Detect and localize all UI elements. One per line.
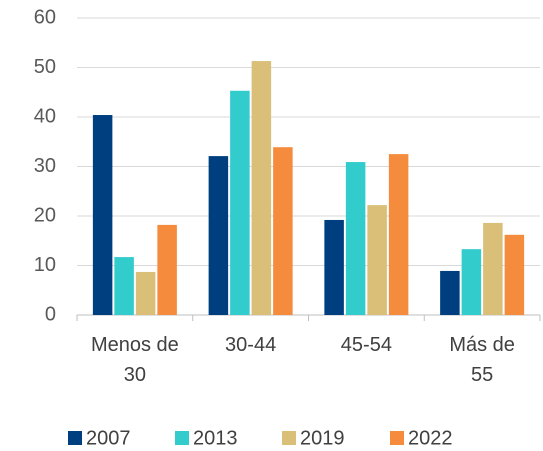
legend-label: 2019	[300, 427, 345, 449]
legend-label: 2007	[86, 427, 131, 449]
x-tick-label: 45-54	[340, 334, 392, 356]
y-tick-label: 50	[34, 56, 56, 78]
y-tick-label: 20	[34, 204, 56, 226]
bar	[504, 234, 525, 315]
y-tick-label: 10	[34, 254, 56, 276]
bar	[157, 224, 177, 315]
y-tick-label: 40	[34, 105, 56, 127]
bar	[324, 219, 344, 315]
x-tick-label: Menos de 30	[90, 334, 179, 386]
legend-swatch	[282, 431, 296, 445]
legend-swatch	[68, 431, 82, 445]
y-tick-label: 30	[34, 155, 56, 177]
bar	[135, 271, 156, 315]
bar	[92, 115, 113, 316]
bar	[440, 270, 460, 315]
bar	[345, 162, 366, 315]
bar	[230, 90, 250, 315]
legend-label: 2022	[408, 427, 453, 449]
legend-swatch	[390, 431, 404, 445]
bar	[388, 154, 409, 315]
legend-swatch	[175, 431, 189, 445]
bar	[461, 249, 482, 315]
x-tick-label: Más de 55	[449, 334, 515, 386]
y-tick-label: 60	[34, 6, 56, 28]
legend-label: 2013	[193, 427, 238, 449]
x-tick-label: 30-44	[225, 334, 277, 356]
bar	[251, 61, 272, 315]
bar	[483, 222, 503, 315]
bar	[208, 156, 229, 315]
y-tick-label: 0	[45, 303, 56, 325]
bar	[114, 257, 134, 315]
bar	[273, 147, 293, 315]
bar	[367, 205, 387, 315]
